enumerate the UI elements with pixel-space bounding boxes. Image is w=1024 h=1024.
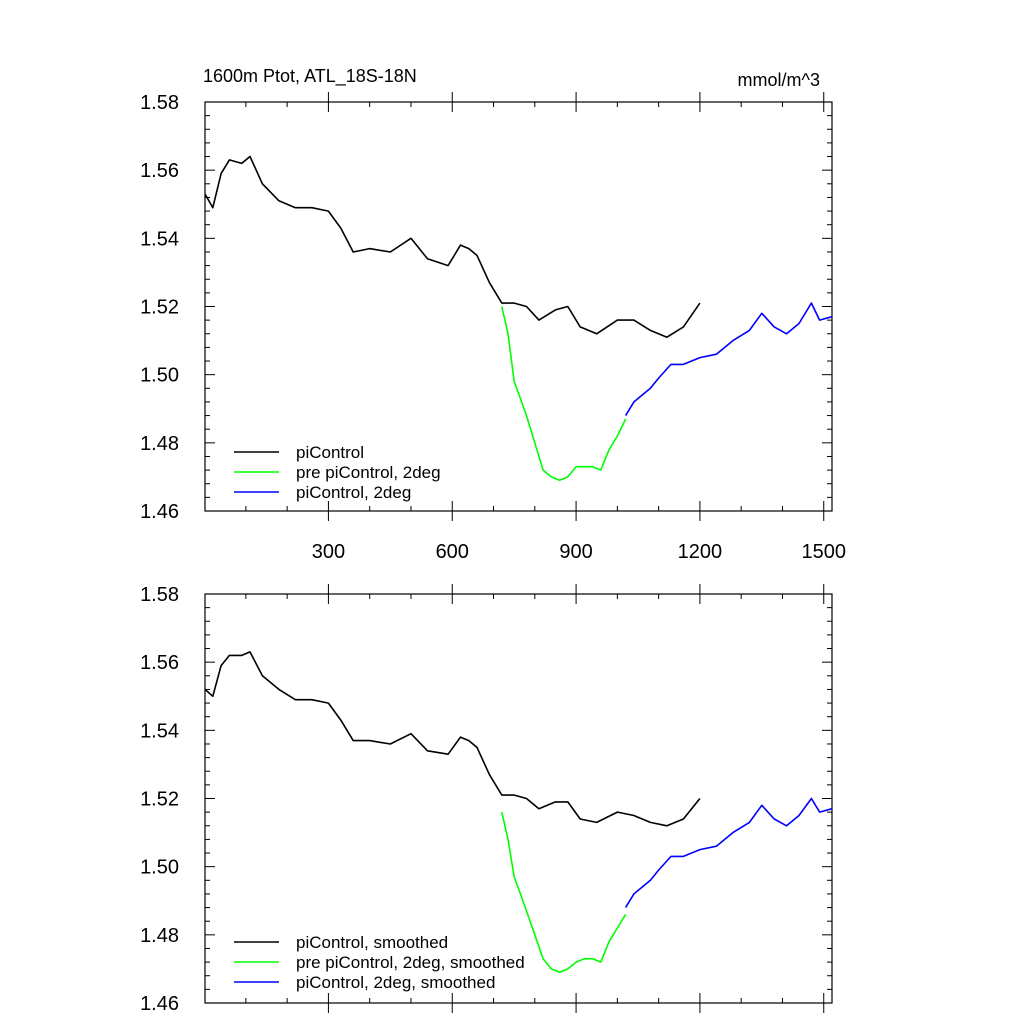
- y-tick-label: 1.52: [140, 789, 179, 811]
- series-line-1: [501, 306, 627, 482]
- x-tick-label: 300: [312, 541, 345, 563]
- series-line-0: [204, 651, 701, 827]
- y-tick-label: 1.46: [140, 993, 179, 1015]
- y-tick-label: 1.48: [140, 925, 179, 947]
- series-line-2: [624, 302, 833, 417]
- y-tick-label: 1.54: [140, 720, 179, 742]
- legend-label: pre piControl, 2deg: [296, 463, 441, 482]
- figure-units: mmol/m^3: [738, 70, 820, 90]
- x-tick-label: 900: [559, 541, 592, 563]
- y-tick-label: 1.56: [140, 160, 179, 182]
- figure-title: 1600m Ptot, ATL_18S-18N: [203, 66, 417, 87]
- x-tick-label: 1200: [678, 541, 723, 563]
- y-tick-label: 1.50: [140, 857, 179, 879]
- y-tick-label: 1.58: [140, 92, 179, 114]
- legend-label: piControl, 2deg, smoothed: [296, 973, 495, 992]
- y-tick-label: 1.50: [140, 365, 179, 387]
- legend-label: piControl, 2deg: [296, 483, 411, 502]
- y-tick-label: 1.46: [140, 501, 179, 523]
- series-line-1: [501, 811, 627, 974]
- y-tick-label: 1.54: [140, 228, 179, 250]
- y-tick-label: 1.58: [140, 584, 179, 606]
- x-tick-label: 600: [436, 541, 469, 563]
- legend-label: piControl, smoothed: [296, 933, 448, 952]
- bottom-panel: 1.46 1.48 1.50 1.52 1.54 1.56 1.58 piControl, s…: [140, 584, 833, 1015]
- x-tick-label: 1500: [801, 541, 846, 563]
- series-line-0: [204, 155, 701, 338]
- legend-label: pre piControl, 2deg, smoothed: [296, 953, 525, 972]
- y-tick-label: 1.56: [140, 652, 179, 674]
- legend-label: piControl: [296, 443, 364, 462]
- top-panel: 1.46 1.48 1.50 1.52 1.54 1.56 1.58 300 600 900 120…: [140, 92, 846, 563]
- y-tick-label: 1.48: [140, 433, 179, 455]
- series-line-2: [624, 797, 833, 909]
- y-tick-label: 1.52: [140, 297, 179, 319]
